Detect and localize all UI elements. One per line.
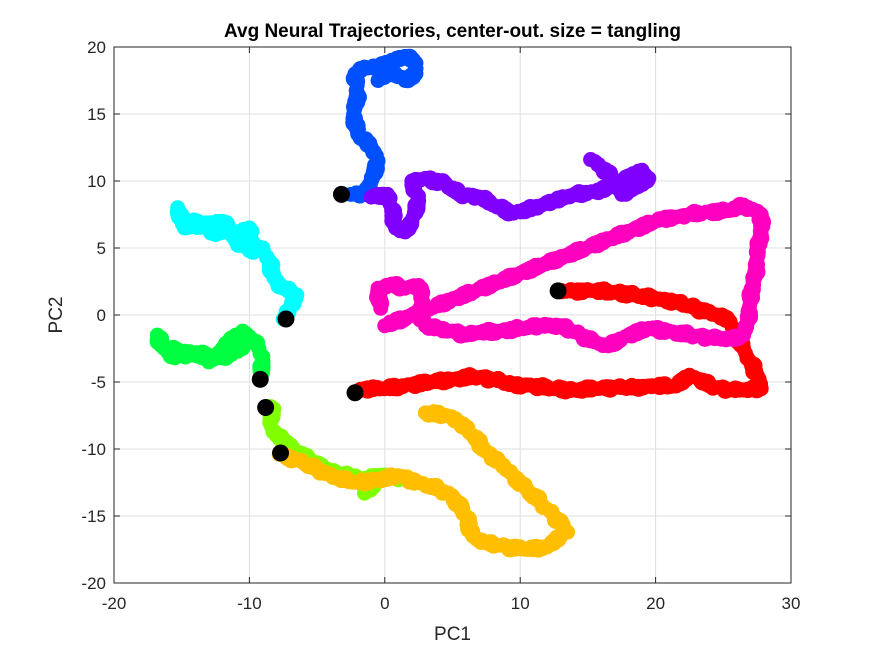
axis-ticks: -20 -10 0 10 20 30 -20 -15 -10 -5 0 5 10 15 20	[81, 38, 800, 613]
series-layer	[149, 48, 772, 558]
y-tick-label: 20	[87, 38, 106, 57]
start-markers	[251, 185, 567, 462]
data-point	[235, 341, 251, 356]
series-5	[271, 404, 576, 558]
start-point	[251, 370, 269, 388]
start-point	[549, 282, 567, 300]
y-tick-label: -10	[81, 440, 106, 459]
y-axis-label: PC2	[46, 297, 67, 334]
y-tick-label: 10	[87, 172, 106, 191]
x-tick-label: 0	[380, 594, 389, 613]
series-6	[347, 281, 769, 401]
start-point	[277, 310, 295, 328]
data-point	[244, 233, 260, 249]
plot-area	[149, 48, 772, 558]
start-point	[257, 398, 275, 416]
y-tick-label: -15	[81, 507, 106, 526]
data-point	[417, 405, 433, 421]
y-tick-label: 15	[87, 105, 106, 124]
series-2	[169, 200, 305, 327]
y-tick-label: -5	[91, 373, 106, 392]
data-point	[370, 73, 386, 88]
y-tick-label: -20	[81, 574, 106, 593]
start-point	[332, 185, 350, 203]
x-axis-label: PC1	[434, 624, 471, 645]
x-tick-label: 10	[511, 594, 530, 613]
x-tick-label: 30	[782, 594, 801, 613]
start-point	[272, 444, 290, 462]
series-7	[369, 196, 772, 354]
y-tick-label: 5	[97, 239, 106, 258]
series-1	[363, 152, 657, 240]
x-tick-label: -10	[237, 594, 262, 613]
x-tick-label: 20	[646, 594, 665, 613]
start-point	[346, 384, 364, 402]
y-tick-label: 0	[97, 306, 106, 325]
chart-title: Avg Neural Trajectories, center-out. siz…	[224, 21, 681, 42]
x-tick-label: -20	[102, 594, 127, 613]
data-point	[397, 311, 413, 327]
data-point	[583, 152, 599, 168]
